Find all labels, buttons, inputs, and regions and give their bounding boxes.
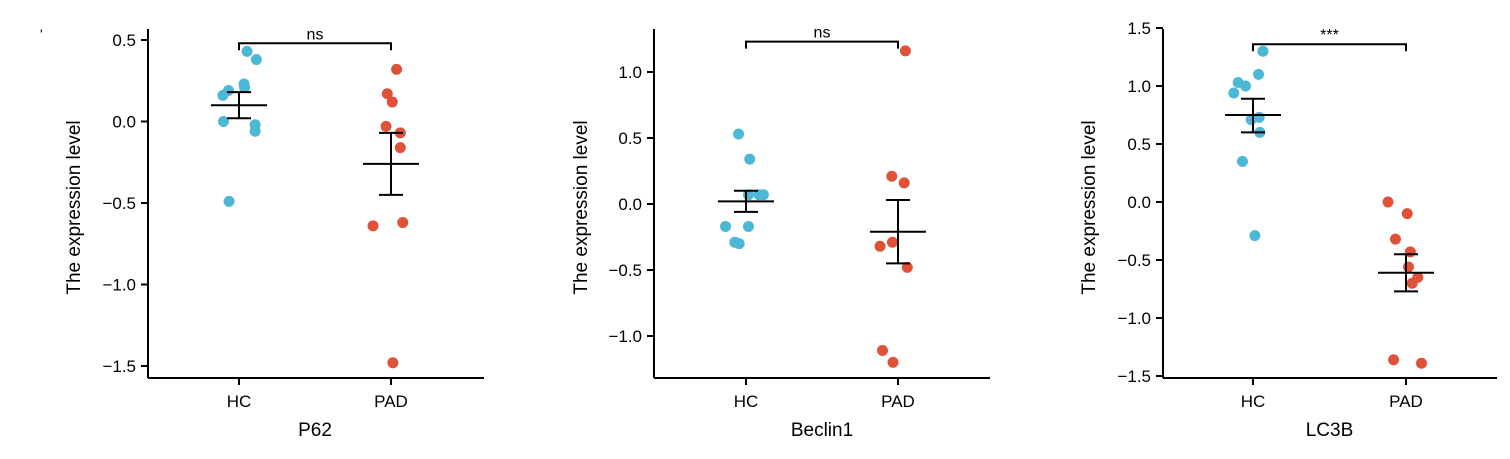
y-tick-label: 1.0 bbox=[1127, 77, 1151, 96]
y-tick-label: 1.5 bbox=[1127, 19, 1151, 38]
x-tick-label: HC bbox=[734, 392, 759, 411]
data-point-hc bbox=[744, 153, 756, 165]
data-point-hc bbox=[1253, 68, 1265, 80]
data-point-pad bbox=[386, 96, 398, 108]
y-axis-title: The expression level bbox=[64, 120, 85, 294]
data-point-pad bbox=[874, 240, 886, 252]
data-point-hc bbox=[1228, 87, 1240, 99]
data-point-hc bbox=[249, 125, 261, 137]
data-point-pad bbox=[898, 177, 910, 189]
data-point-pad bbox=[380, 120, 392, 132]
y-tick-label: −1.0 bbox=[102, 276, 136, 295]
panel-lc3b: 1.5 1.0 0.5 0.0 −0.5 −1.0 −1.5 HC PAD LC3B The exp… bbox=[1079, 19, 1497, 441]
data-point-hc bbox=[223, 195, 235, 207]
data-point-pad bbox=[367, 220, 379, 232]
data-point-pad bbox=[387, 357, 399, 369]
data-point-pad bbox=[1416, 357, 1427, 369]
y-axis-title: The expression level bbox=[1079, 120, 1100, 294]
data-point-hc bbox=[250, 54, 262, 66]
data-point-pad bbox=[1402, 261, 1414, 273]
data-point-pad bbox=[886, 236, 898, 248]
x-tick-label: PAD bbox=[1389, 392, 1423, 411]
significance-bracket bbox=[1252, 43, 1407, 52]
data-point-hc bbox=[1253, 111, 1265, 123]
data-point-hc bbox=[1257, 45, 1269, 57]
data-point-pad bbox=[877, 345, 888, 357]
data-point-hc bbox=[742, 220, 754, 232]
data-point-hc bbox=[1249, 230, 1261, 242]
data-point-hc bbox=[1240, 80, 1252, 92]
data-point-pad bbox=[394, 142, 406, 154]
significance-label: ns bbox=[307, 26, 324, 43]
y-tick-label: 0.5 bbox=[618, 129, 642, 148]
x-tick-label: HC bbox=[1241, 392, 1266, 411]
x-axis-title: LC3B bbox=[1306, 420, 1354, 441]
significance-bracket bbox=[238, 42, 392, 51]
data-point-hc bbox=[1236, 155, 1248, 167]
y-tick-label: 0.0 bbox=[112, 113, 136, 132]
data-point-pad bbox=[901, 261, 913, 273]
y-tick-label: 0.5 bbox=[112, 31, 136, 50]
data-point-hc bbox=[733, 238, 745, 250]
y-tick-label: −0.5 bbox=[1117, 251, 1151, 270]
x-tick-label: HC bbox=[227, 392, 252, 411]
y-tick-label: −0.5 bbox=[608, 261, 642, 280]
y-axis-title: The expression level bbox=[571, 120, 592, 294]
panel-beclin1: 1.0 0.5 0.0 −0.5 −1.0 HC PAD Beclin1 The express… bbox=[571, 25, 990, 441]
x-tick-label: PAD bbox=[374, 392, 408, 411]
data-point-hc bbox=[239, 81, 251, 93]
data-point-pad bbox=[391, 63, 403, 75]
x-axis-title: Beclin1 bbox=[791, 420, 853, 441]
panel-p62: 0.5 0.0 −0.5 −1.0 −1.5 HC PAD P62 The expression… bbox=[64, 26, 484, 441]
data-point-hc bbox=[241, 45, 253, 57]
y-tick-label: −0.5 bbox=[102, 194, 136, 213]
y-tick-label: 0.5 bbox=[1127, 135, 1151, 154]
y-tick-label: 0.0 bbox=[1127, 193, 1151, 212]
y-tick-label: −1.0 bbox=[608, 327, 642, 346]
data-point-pad bbox=[397, 217, 409, 229]
data-point-pad bbox=[1388, 354, 1400, 366]
data-point-hc bbox=[757, 189, 769, 201]
data-point-pad bbox=[1401, 208, 1413, 220]
data-point-hc bbox=[222, 85, 234, 97]
corner-mark: ' bbox=[40, 26, 43, 42]
x-axis-title: P62 bbox=[298, 420, 332, 441]
y-tick-label: −1.0 bbox=[1117, 309, 1151, 328]
y-tick-label: −1.5 bbox=[102, 357, 136, 376]
data-point-pad bbox=[1382, 196, 1394, 208]
data-point-hc bbox=[720, 220, 732, 232]
significance-bracket bbox=[745, 40, 899, 49]
data-point-hc bbox=[218, 116, 229, 127]
data-point-pad bbox=[1412, 271, 1424, 283]
x-tick-label: PAD bbox=[881, 392, 915, 411]
y-tick-label: −1.5 bbox=[1117, 367, 1151, 386]
y-tick-label: 0.0 bbox=[618, 195, 642, 214]
significance-label: ns bbox=[814, 25, 831, 42]
significance-label: *** bbox=[1320, 27, 1339, 44]
data-point-pad bbox=[886, 170, 898, 182]
data-point-pad bbox=[381, 88, 393, 100]
y-tick-label: 1.0 bbox=[618, 63, 642, 82]
data-point-pad bbox=[1389, 233, 1401, 245]
data-point-hc bbox=[733, 128, 745, 140]
data-point-pad bbox=[899, 45, 911, 57]
data-point-pad bbox=[887, 356, 899, 368]
